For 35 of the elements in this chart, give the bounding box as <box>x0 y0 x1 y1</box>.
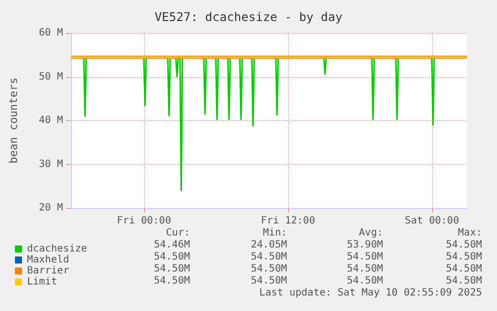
text: 54.50M <box>250 276 287 286</box>
legend-label: Limit <box>27 276 58 288</box>
x-tick-label: Fri 00:00 <box>116 216 172 226</box>
y-tick-label: 30 M <box>38 158 63 170</box>
text: 54.50M <box>446 240 482 250</box>
y-tick-label: 20 M <box>38 202 63 214</box>
x-tick-label: Sat 00:00 <box>404 216 460 226</box>
text: 54.50M <box>346 252 383 262</box>
y-tick-label: 60 M <box>38 28 63 38</box>
text: Cur: <box>166 228 190 238</box>
text: 53.90M <box>346 240 383 250</box>
y-axis-title: bean counters <box>7 77 20 164</box>
text: 54.46M <box>154 240 190 250</box>
y-tick-label: 40 M <box>38 115 63 126</box>
legend-label: dcachesize <box>27 244 88 254</box>
text: 54.50M <box>154 264 190 274</box>
y-tick-label: 50 M <box>38 71 63 82</box>
x-tick-label: Fri 12:00 <box>260 216 316 226</box>
text: 54.50M <box>346 264 383 274</box>
legend-label: Barrier <box>27 266 70 276</box>
text: 54.50M <box>250 264 287 274</box>
text: 54.50M <box>154 276 190 286</box>
text: 54.50M <box>446 276 482 286</box>
text: Avg: <box>358 228 383 238</box>
text: 24.05M <box>250 240 287 250</box>
text: 54.50M <box>446 252 482 262</box>
text: 54.50M <box>154 252 190 262</box>
text: 54.50M <box>446 264 482 274</box>
text: Max: <box>458 228 482 238</box>
text: Min: <box>262 228 287 238</box>
legend-label: Maxheld <box>27 254 70 266</box>
text: Last update: Sat May 10 02:55:09 2025 <box>259 288 482 298</box>
chart-title: VE527: dcachesize - by day <box>154 10 342 24</box>
text: 54.50M <box>250 252 287 262</box>
text: 54.50M <box>346 276 383 286</box>
